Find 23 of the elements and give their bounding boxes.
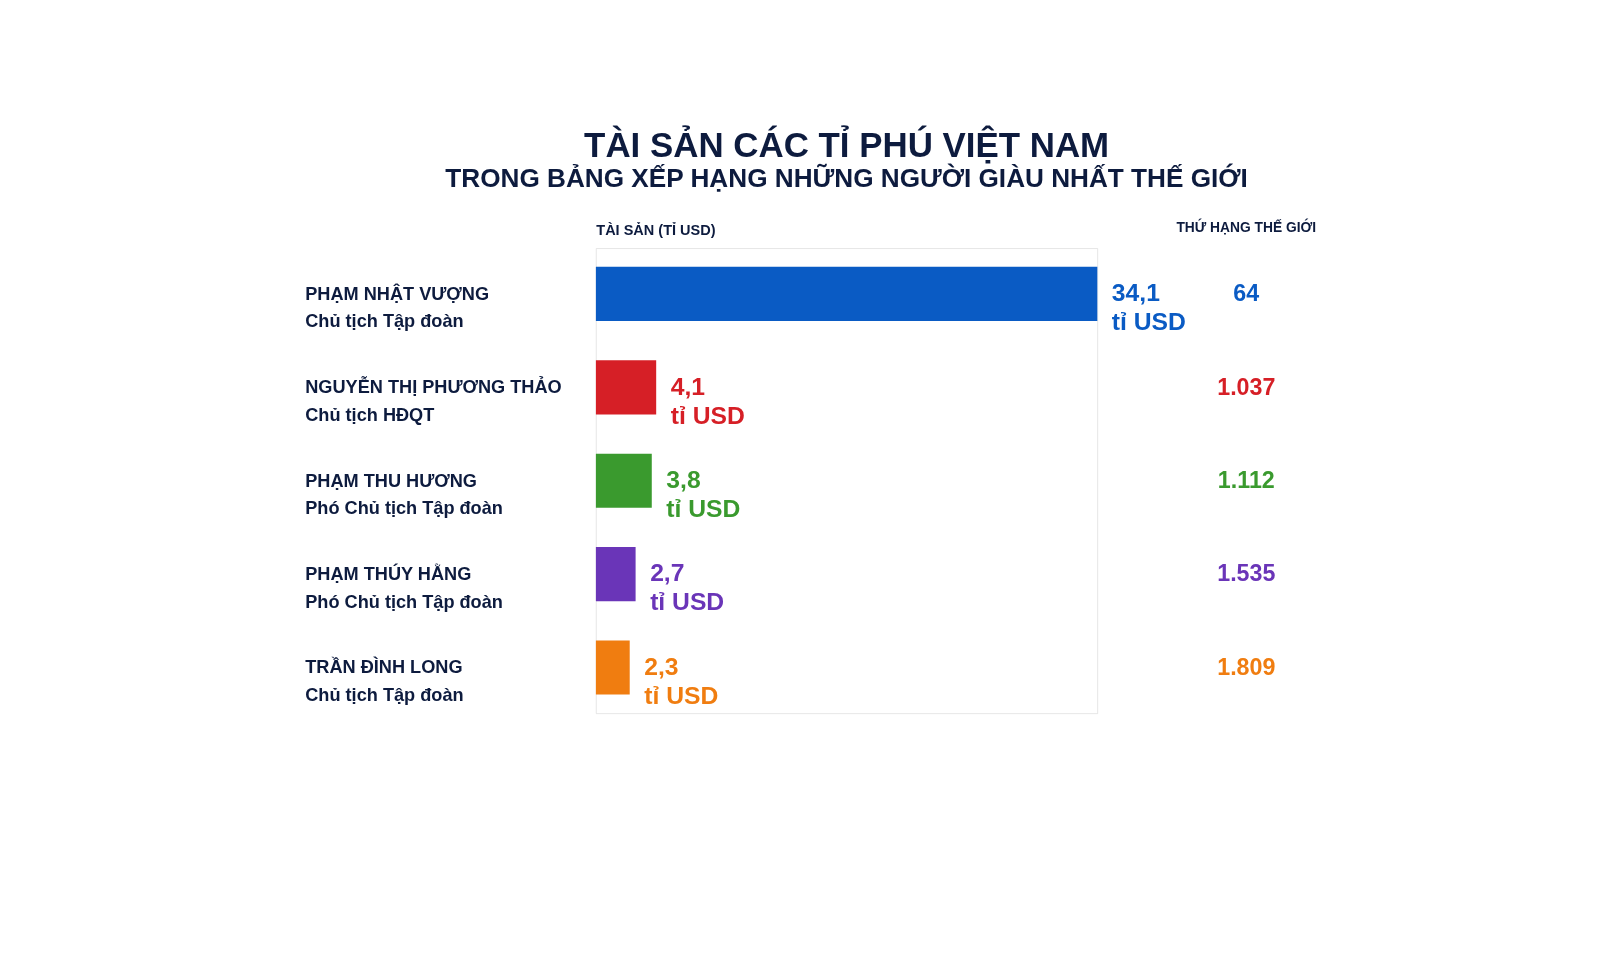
text: 1.809 [1217,653,1276,680]
bar [595,640,630,695]
y-tick-label: TRẦN ĐÌNH LONG Chủ tịch Tập đoàn [305,656,464,705]
text: 64 [1233,280,1260,307]
chart-subtitle: TRONG BẢNG XẾP HẠNG NHỮNG NGƯỜI GIÀU NHẤT THẾ GIỚI [445,163,1248,194]
y-tick-label: PHẠM THÚY HẰNG Phó Chủ tịch Tập đoàn [305,562,503,612]
bar [595,547,636,602]
text: 1.112 [1217,466,1275,493]
text: 1.037 [1217,373,1276,400]
bar [595,266,1098,322]
data-label: 34,1 tỉ USD [1111,279,1186,336]
data-label: 2,7 tỉ USD [650,559,725,616]
data-label: 4,1 tỉ USD [670,372,745,429]
text: THỨ HẠNG THẾ GIỚI [1176,218,1317,236]
data-label: 2,3 tỉ USD [644,652,719,709]
text: 1.535 [1217,560,1276,587]
data-label: 3,8 tỉ USD [666,465,741,523]
bar [595,453,652,508]
y-tick-label: NGUYỄN THỊ PHƯƠNG THẢO Chủ tịch HĐQT [305,376,562,425]
bar [595,360,657,415]
y-tick-label: PHẠM NHẬT VƯỢNG Chủ tịch Tập đoàn [305,282,490,332]
y-tick-label: PHẠM THU HƯƠNG Phó Chủ tịch Tập đoàn [305,470,503,519]
x-axis-title: TÀI SẢN (TỈ USD) [596,222,716,239]
